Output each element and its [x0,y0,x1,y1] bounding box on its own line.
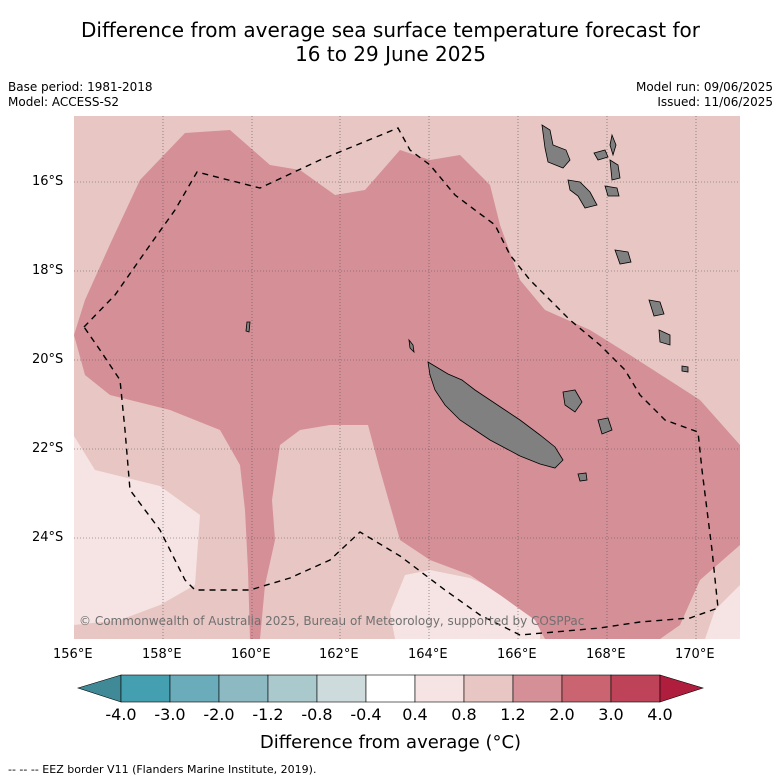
colorbar-swatch-11 [610,674,661,703]
lon-label-162e: 162°E [319,647,359,662]
anomaly-region-light-south [390,570,540,639]
colorbar-swatch-3 [218,674,269,703]
lon-label-160e: 160°E [231,647,271,662]
model-name: Model: ACCESS-S2 [8,95,120,109]
meta-right: Model run: 09/06/2025 Issued: 11/06/2025 [636,80,773,110]
lon-label-166e: 166°E [497,647,537,662]
colorbar-label: 0.4 [402,705,428,724]
meta-left: Base period: 1981-2018 Model: ACCESS-S2 [8,80,153,110]
colorbar-label: 2.0 [549,705,575,724]
lon-label-170e: 170°E [675,647,715,662]
colorbar-swatch-10 [561,674,612,703]
anomaly-region-light-west [74,436,200,625]
colorbar-extend-high [659,674,705,703]
gridlines [74,116,740,639]
lat-label-20s: 20°S [32,352,64,367]
vanuatu-6 [604,185,620,197]
anomaly-region-warm [74,130,740,639]
map-title: Difference from average sea surface temp… [0,18,781,66]
base-period: Base period: 1981-2018 [8,80,153,94]
colorbar-label: -3.0 [154,705,186,724]
lon-label-156e: 156°E [53,647,93,662]
colorbar-label: 0.8 [451,705,477,724]
lat-label-24s: 24°S [32,530,64,545]
lon-label-168e: 168°E [586,647,626,662]
loyalty-island-3 [577,472,588,482]
vanuatu-2 [567,179,598,209]
landmasses [245,124,689,482]
issued-date: Issued: 11/06/2025 [657,95,773,109]
lat-label-16s: 16°S [32,174,64,189]
loyalty-island-1 [562,389,583,413]
lon-label-158e: 158°E [142,647,182,662]
vanuatu-3 [609,133,617,157]
vanuatu-10 [681,365,689,373]
title-line-1: Difference from average sea surface temp… [80,18,700,42]
vanuatu-9 [658,329,671,346]
colorbar-swatch-9 [512,674,563,703]
colorbar-label: -0.8 [301,705,333,724]
colorbar-label: 4.0 [647,705,673,724]
chesterfield-islet [245,321,251,333]
vanuatu-7 [614,249,632,265]
copyright-notice: © Commonwealth of Australia 2025, Bureau… [79,614,585,628]
colorbar-swatch-6 [365,674,416,703]
colorbar-extend-low [76,674,122,703]
vanuatu-8 [648,299,665,317]
new-caledonia [427,361,564,469]
colorbar-label: -0.4 [350,705,382,724]
lon-label-164e: 164°E [408,647,448,662]
model-run: Model run: 09/06/2025 [635,80,773,94]
vanuatu-4 [609,159,621,181]
colorbar-swatch-8 [463,674,514,703]
colorbar-swatch-7 [414,674,465,703]
colorbar-label: 1.2 [500,705,526,724]
loyalty-island-2 [597,417,613,435]
colorbar-label: -4.0 [105,705,137,724]
colorbar-swatch-5 [316,674,367,703]
colorbar-swatch-1 [120,674,171,703]
vanuatu-1 [541,124,571,169]
title-line-2: 16 to 29 June 2025 [295,42,486,66]
colorbar-swatch-4 [267,674,318,703]
eez-border [83,127,719,636]
colorbar-title: Difference from average (°C) [259,732,522,753]
eez-legend: -- -- -- EEZ border V11 (Flanders Marine… [8,763,317,776]
new-caledonia-north-islet [408,338,415,354]
colorbar-label: -1.2 [252,705,284,724]
lat-label-22s: 22°S [32,441,64,456]
lat-label-18s: 18°S [32,263,64,278]
vanuatu-5 [593,149,609,161]
anomaly-region-light-southeast [705,585,740,639]
colorbar-label: 3.0 [598,705,624,724]
colorbar-swatch-2 [169,674,220,703]
colorbar-label: -2.0 [203,705,235,724]
